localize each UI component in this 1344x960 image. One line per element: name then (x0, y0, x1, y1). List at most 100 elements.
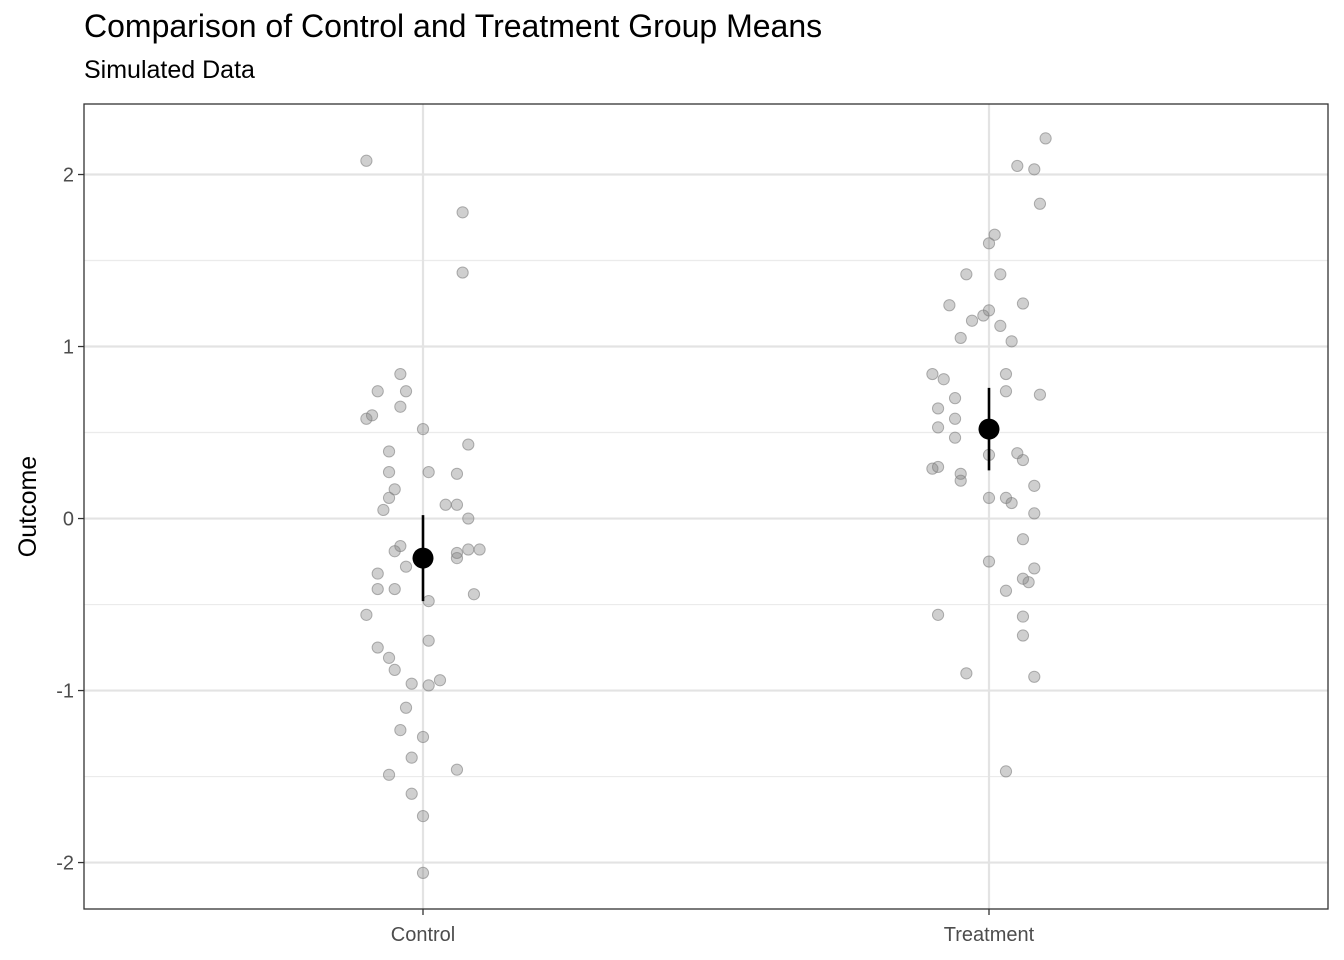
data-point (1033, 388, 1047, 401)
data-point (954, 467, 967, 480)
data-point (439, 498, 452, 511)
data-point (456, 206, 469, 219)
data-point (937, 373, 950, 386)
data-point (399, 560, 413, 573)
data-point (1039, 132, 1052, 145)
data-point (394, 400, 407, 413)
data-point (382, 491, 396, 504)
data-point (371, 582, 384, 596)
data-point (931, 421, 945, 434)
chart-subtitle: Simulated Data (84, 56, 255, 84)
data-point (382, 651, 396, 664)
data-point (405, 677, 418, 690)
data-point (1011, 159, 1024, 173)
data-point (422, 595, 435, 608)
data-point (405, 787, 418, 800)
data-point (377, 503, 390, 517)
data-point (1005, 335, 1018, 348)
data-point (948, 392, 962, 405)
data-points (360, 132, 1052, 879)
data-point (948, 431, 962, 444)
data-point (382, 465, 396, 479)
data-point (462, 438, 475, 451)
mean-point (978, 418, 1000, 440)
data-point (360, 608, 373, 621)
data-point (388, 483, 401, 496)
data-point (416, 866, 430, 879)
data-point (1016, 610, 1030, 623)
data-point (1022, 576, 1035, 589)
data-point (456, 266, 469, 279)
data-point (371, 641, 384, 654)
y-axis-title: Outcome (14, 456, 42, 557)
y-tick-label: -2 (56, 853, 74, 875)
data-point (462, 543, 475, 556)
data-point (399, 701, 413, 714)
data-point (422, 465, 435, 479)
data-point (931, 608, 945, 621)
data-point (371, 567, 384, 580)
data-point (1028, 670, 1041, 683)
axes: -2 -1 0 1 2 Control Treatment (56, 165, 1034, 946)
data-point (360, 412, 373, 425)
data-point (1016, 629, 1030, 642)
data-point (467, 588, 481, 601)
panel-border (83, 103, 1329, 910)
data-point (1016, 533, 1030, 546)
data-point (422, 679, 435, 692)
data-point (422, 634, 435, 647)
data-point (394, 724, 407, 737)
data-point (977, 309, 990, 322)
data-point (388, 663, 401, 677)
data-point (1016, 453, 1030, 467)
data-point (1028, 163, 1041, 176)
x-tick-label: Control (391, 924, 455, 946)
data-point (982, 237, 996, 250)
data-point (450, 498, 464, 511)
data-point (931, 402, 945, 415)
data-point (999, 765, 1013, 778)
data-point (433, 674, 447, 687)
data-point (450, 552, 464, 565)
data-point (965, 314, 979, 327)
data-point (382, 445, 396, 458)
data-point (388, 582, 401, 596)
data-point (1028, 479, 1041, 492)
data-point (382, 768, 396, 781)
data-point (943, 299, 956, 312)
data-point (999, 584, 1013, 597)
data-point (450, 467, 464, 480)
data-point (1016, 297, 1030, 310)
data-point (405, 751, 418, 764)
data-point (926, 462, 939, 475)
data-point (450, 763, 464, 776)
data-point (960, 268, 973, 281)
mean-point (412, 547, 434, 569)
mean-markers (412, 387, 1000, 602)
grid-lines (84, 104, 1328, 909)
y-tick-label: 1 (63, 337, 74, 359)
data-point (982, 491, 996, 504)
data-point (960, 667, 973, 680)
data-point (1028, 562, 1041, 575)
data-point (399, 385, 413, 398)
data-point (999, 367, 1013, 381)
data-point (982, 555, 996, 568)
data-point (954, 331, 967, 345)
data-point (388, 545, 401, 558)
x-tick-label: Treatment (944, 924, 1035, 946)
data-point (1005, 496, 1018, 510)
data-point (1028, 507, 1041, 520)
data-point (999, 385, 1013, 398)
data-point (473, 543, 486, 556)
data-point (462, 512, 475, 525)
data-point (416, 730, 430, 744)
y-tick-label: 2 (63, 165, 74, 187)
data-point (994, 268, 1007, 281)
data-point (994, 319, 1007, 332)
data-point (394, 367, 407, 381)
data-point (954, 474, 967, 487)
y-tick-label: -1 (56, 681, 74, 703)
data-point (360, 154, 373, 167)
